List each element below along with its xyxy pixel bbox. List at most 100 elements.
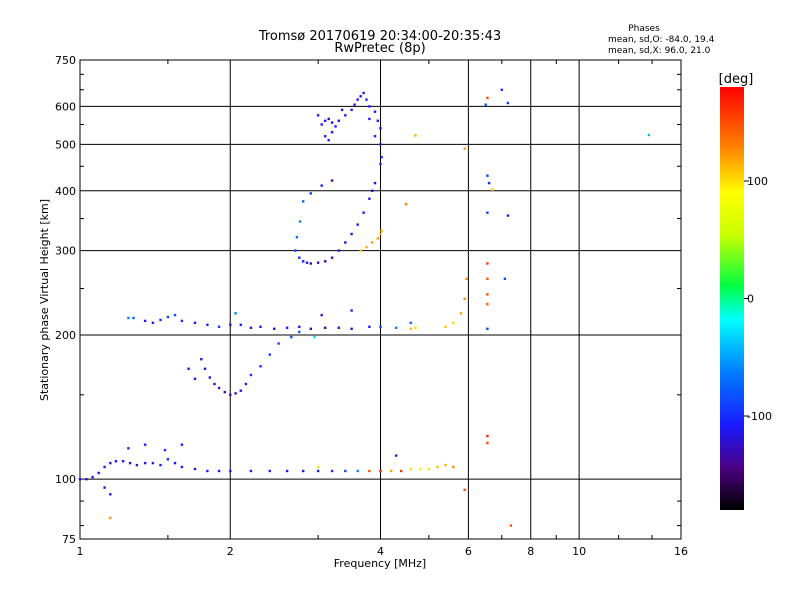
echo-point	[294, 249, 297, 252]
echo-point	[302, 260, 305, 263]
echo-point	[206, 323, 209, 326]
echo-point	[320, 313, 323, 317]
echo-point	[316, 261, 320, 264]
echo-point	[223, 390, 226, 394]
echo-point	[379, 469, 382, 473]
echo-point	[353, 103, 356, 106]
echo-point	[486, 434, 489, 438]
echo-point	[298, 220, 302, 223]
echo-point	[356, 223, 359, 226]
echo-point	[344, 241, 347, 244]
echo-point	[259, 365, 262, 368]
echo-point	[285, 326, 289, 329]
echo-point	[486, 327, 489, 330]
echo-point	[298, 330, 301, 334]
echo-point	[414, 134, 417, 137]
echo-point	[344, 114, 347, 117]
echo-point	[444, 325, 447, 328]
y-tick-label: 750	[55, 54, 76, 67]
echo-point	[316, 465, 320, 469]
echo-point	[109, 516, 112, 520]
echo-point	[151, 321, 155, 324]
echo-point	[324, 260, 327, 263]
echo-point	[259, 325, 262, 328]
echo-point	[330, 121, 334, 124]
echo-point	[486, 277, 489, 280]
echo-point	[487, 181, 491, 185]
echo-point	[486, 293, 489, 296]
echo-point	[463, 488, 466, 491]
echo-point	[380, 229, 383, 232]
echo-point	[359, 95, 362, 98]
echo-point	[217, 386, 221, 390]
echo-point	[452, 321, 455, 324]
echo-point	[379, 143, 382, 146]
echo-point	[409, 327, 412, 330]
y-tick-label: 500	[55, 138, 76, 151]
echo-point	[327, 139, 330, 142]
echo-point	[173, 313, 177, 317]
y-tick-label: 200	[55, 329, 76, 342]
echo-point	[135, 463, 139, 467]
echo-point	[376, 119, 379, 122]
echo-point	[500, 88, 503, 91]
x-axis-label: Frequency [MHz]	[334, 557, 426, 570]
echo-point	[109, 493, 112, 496]
echo-point	[114, 460, 118, 463]
stats-x-line: mean, sd,X: 96.0, 21.0	[608, 46, 711, 56]
x-tick-label: 16	[674, 545, 688, 558]
echo-point	[298, 325, 301, 328]
colorbar-tick-label: 0	[747, 293, 754, 306]
stats-o-line: mean, sd,O: -84.0, 19.4	[608, 35, 715, 45]
echo-point	[380, 156, 383, 159]
echo-point	[234, 392, 237, 395]
echo-point	[409, 467, 412, 471]
echo-point	[295, 236, 299, 239]
echo-point	[365, 98, 368, 101]
colorbar-ticks: 100 0 -100	[744, 175, 772, 423]
echo-point	[418, 467, 422, 471]
stats-heading: Phases	[628, 24, 660, 34]
echo-point	[180, 465, 184, 469]
echo-point	[302, 469, 305, 473]
echo-point	[180, 443, 184, 446]
x-tick-label: 2	[227, 545, 234, 558]
echo-point	[365, 246, 368, 249]
echo-point	[103, 465, 106, 469]
echo-point	[109, 461, 112, 465]
echo-point	[316, 469, 320, 473]
echo-point	[305, 261, 309, 264]
echo-point	[159, 318, 162, 322]
echo-point	[379, 162, 382, 166]
echo-point	[313, 335, 316, 339]
echo-point	[371, 189, 374, 192]
echo-point	[486, 96, 489, 100]
echo-point	[350, 108, 353, 112]
grid-lines	[80, 60, 681, 539]
x-tick-label: 1	[77, 545, 84, 558]
echo-point	[127, 447, 130, 450]
echo-point	[337, 326, 340, 329]
echo-point	[379, 127, 382, 130]
echo-point	[239, 389, 242, 392]
echo-point	[316, 114, 320, 117]
echo-point	[290, 335, 293, 339]
plot-frame	[79, 59, 682, 540]
echo-point	[97, 471, 100, 475]
echo-point	[200, 358, 203, 361]
echo-point	[143, 443, 147, 446]
echo-point	[273, 327, 276, 330]
echo-point	[320, 123, 323, 126]
echo-point	[330, 469, 334, 473]
echo-point	[206, 469, 209, 473]
echo-point	[356, 469, 359, 473]
echo-point	[506, 214, 510, 217]
echo-point	[268, 353, 271, 356]
echo-point	[459, 312, 463, 315]
echo-point	[368, 325, 371, 328]
echo-point	[350, 327, 353, 330]
echo-point	[187, 367, 190, 370]
echo-point	[452, 465, 455, 469]
echo-point	[404, 203, 408, 206]
